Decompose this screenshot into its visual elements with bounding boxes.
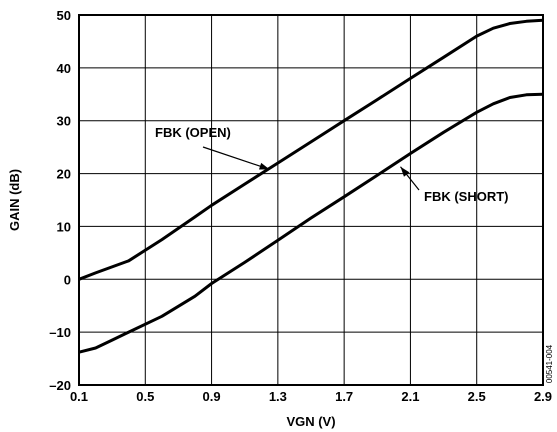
y-tick-label: 0 <box>64 272 71 287</box>
y-tick-label: 40 <box>57 61 71 76</box>
y-tick-label: –10 <box>49 325 71 340</box>
annotation-arrowhead <box>258 162 270 170</box>
y-tick-label: –20 <box>49 378 71 393</box>
series-line-fbk-open <box>78 18 544 281</box>
figure-id: 00541-004 <box>545 344 554 383</box>
annotation-fbk-open: FBK (OPEN) <box>155 125 231 140</box>
annotations: FBK (OPEN) FBK (SHORT) <box>155 125 509 204</box>
annotation-fbk-short: FBK (SHORT) <box>424 189 509 204</box>
y-tick-label: 50 <box>57 8 71 23</box>
x-tick-label: 2.1 <box>401 389 419 404</box>
y-axis-title: GAIN (dB) <box>7 169 22 231</box>
x-tick-label: 2.5 <box>468 389 486 404</box>
x-tick-label: 1.3 <box>269 389 287 404</box>
annotation-arrow <box>202 146 270 170</box>
y-tick-label: 10 <box>57 219 71 234</box>
x-tick-label: 1.7 <box>335 389 353 404</box>
x-tick-label: 0.9 <box>203 389 221 404</box>
grid-lines <box>79 15 543 385</box>
plot-frame <box>78 14 544 386</box>
x-tick-label: 2.9 <box>534 389 552 404</box>
annotation-arrowhead <box>400 166 410 177</box>
y-tick-label: 30 <box>57 114 71 129</box>
series-lines <box>78 18 544 354</box>
tick-labels: 0.1 0.5 0.9 1.3 1.7 2.1 2.5 2.9 –20 –10 0 10 20 30 40 5… <box>49 8 552 404</box>
x-tick-label: 0.5 <box>136 389 154 404</box>
y-tick-label: 20 <box>57 167 71 182</box>
x-tick-label: 0.1 <box>70 389 88 404</box>
x-axis-title: VGN (V) <box>286 414 335 429</box>
series-line-fbk-short <box>78 92 544 354</box>
